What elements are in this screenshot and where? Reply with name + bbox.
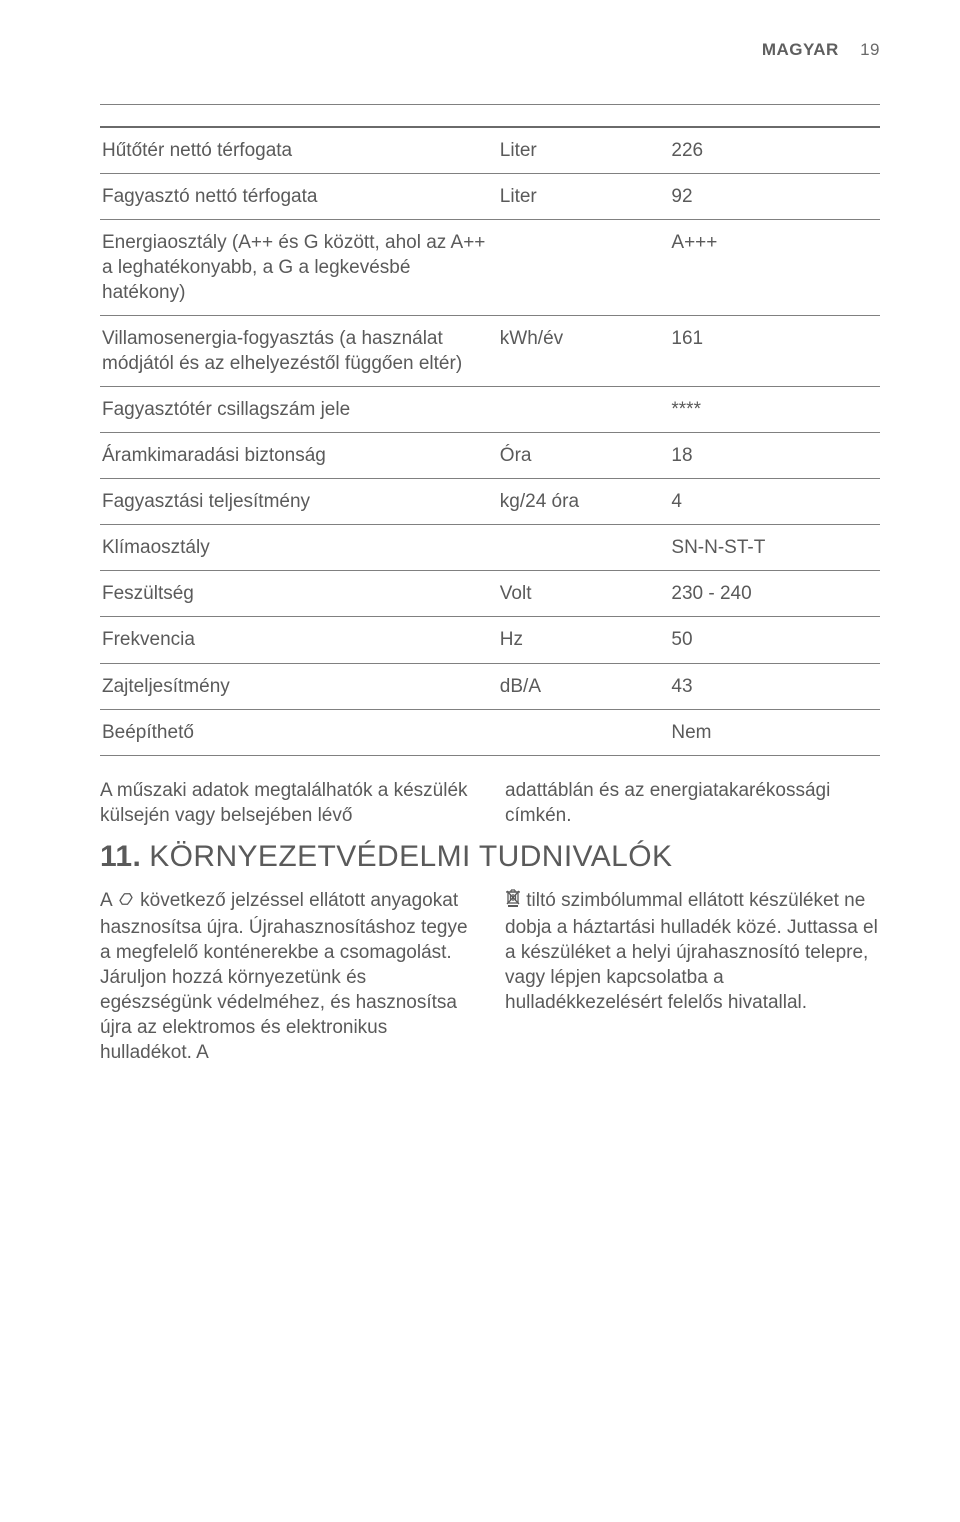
table-row: Klímaosztály SN-N-ST-T [100,525,880,571]
table-row: Zajteljesítmény dB/A 43 [100,663,880,709]
table-row: Fagyasztási teljesítmény kg/24 óra 4 [100,479,880,525]
page-number: 19 [860,40,880,59]
spec-value: 226 [669,127,880,174]
spec-unit: Volt [498,571,670,617]
crossed-bin-icon [505,888,521,915]
spec-unit: kg/24 óra [498,479,670,525]
spec-unit: dB/A [498,663,670,709]
spec-value: 4 [669,479,880,525]
note-left: A műszaki adatok megtalálhatók a készülé… [100,778,475,828]
spec-label: Villamosenergia-fogyasztás (a használat … [100,315,498,386]
spec-label: Frekvencia [100,617,498,663]
body-right-text: tiltó szimbólummal ellátott készüléket n… [505,890,878,1013]
body-left-pre: A [100,890,117,911]
spec-table: Hűtőtér nettó térfogata Liter 226 Fagyas… [100,104,880,756]
spec-unit [498,219,670,315]
spec-label: Hűtőtér nettó térfogata [100,127,498,174]
spec-label: Fagyasztási teljesítmény [100,479,498,525]
spec-unit: Óra [498,433,670,479]
spec-value: **** [669,387,880,433]
table-row: Feszültség Volt 230 - 240 [100,571,880,617]
spec-unit [498,709,670,755]
spec-unit: Liter [498,127,670,174]
spec-label: Beépíthető [100,709,498,755]
spec-value: 92 [669,173,880,219]
spec-value: SN-N-ST-T [669,525,880,571]
spec-label: Feszültség [100,571,498,617]
body-right: tiltó szimbólummal ellátott készüléket n… [505,888,880,1066]
recycle-icon [117,890,135,915]
section-heading: 11.KÖRNYEZETVÉDELMI TUDNIVALÓK [100,840,880,874]
spec-label: Energiaosztály (A++ és G között, ahol az… [100,219,498,315]
body-left-post: következő jelzéssel ellátott anyagokat h… [100,890,468,1063]
page-header: MAGYAR 19 [100,40,880,60]
table-row: Fagyasztótér csillagszám jele **** [100,387,880,433]
spec-label: Áramkimaradási biztonság [100,433,498,479]
table-row: Fagyasztó nettó térfogata Liter 92 [100,173,880,219]
spec-unit: Liter [498,173,670,219]
table-row: Villamosenergia-fogyasztás (a használat … [100,315,880,386]
spec-label: Klímaosztály [100,525,498,571]
language-label: MAGYAR [762,40,839,59]
spec-value: 161 [669,315,880,386]
table-spacer-row [100,105,880,127]
spec-value: 50 [669,617,880,663]
section-title: KÖRNYEZETVÉDELMI TUDNIVALÓK [149,840,672,873]
table-row: Beépíthető Nem [100,709,880,755]
table-row: Frekvencia Hz 50 [100,617,880,663]
spec-label: Fagyasztó nettó térfogata [100,173,498,219]
spec-unit: kWh/év [498,315,670,386]
section-body: A következő jelzéssel ellátott anyagokat… [100,888,880,1066]
spec-label: Fagyasztótér csillagszám jele [100,387,498,433]
spec-unit [498,387,670,433]
table-row: Energiaosztály (A++ és G között, ahol az… [100,219,880,315]
spec-value: Nem [669,709,880,755]
spec-value: 43 [669,663,880,709]
body-left: A következő jelzéssel ellátott anyagokat… [100,888,475,1066]
table-row: Hűtőtér nettó térfogata Liter 226 [100,127,880,174]
section-number: 11. [100,840,141,873]
spec-value: 18 [669,433,880,479]
table-row: Áramkimaradási biztonság Óra 18 [100,433,880,479]
spec-value: A+++ [669,219,880,315]
note-right: adattáblán és az energiatakarékossági cí… [505,778,880,828]
spec-unit: Hz [498,617,670,663]
spec-unit [498,525,670,571]
tech-data-note: A műszaki adatok megtalálhatók a készülé… [100,778,880,828]
spec-label: Zajteljesítmény [100,663,498,709]
spec-value: 230 - 240 [669,571,880,617]
